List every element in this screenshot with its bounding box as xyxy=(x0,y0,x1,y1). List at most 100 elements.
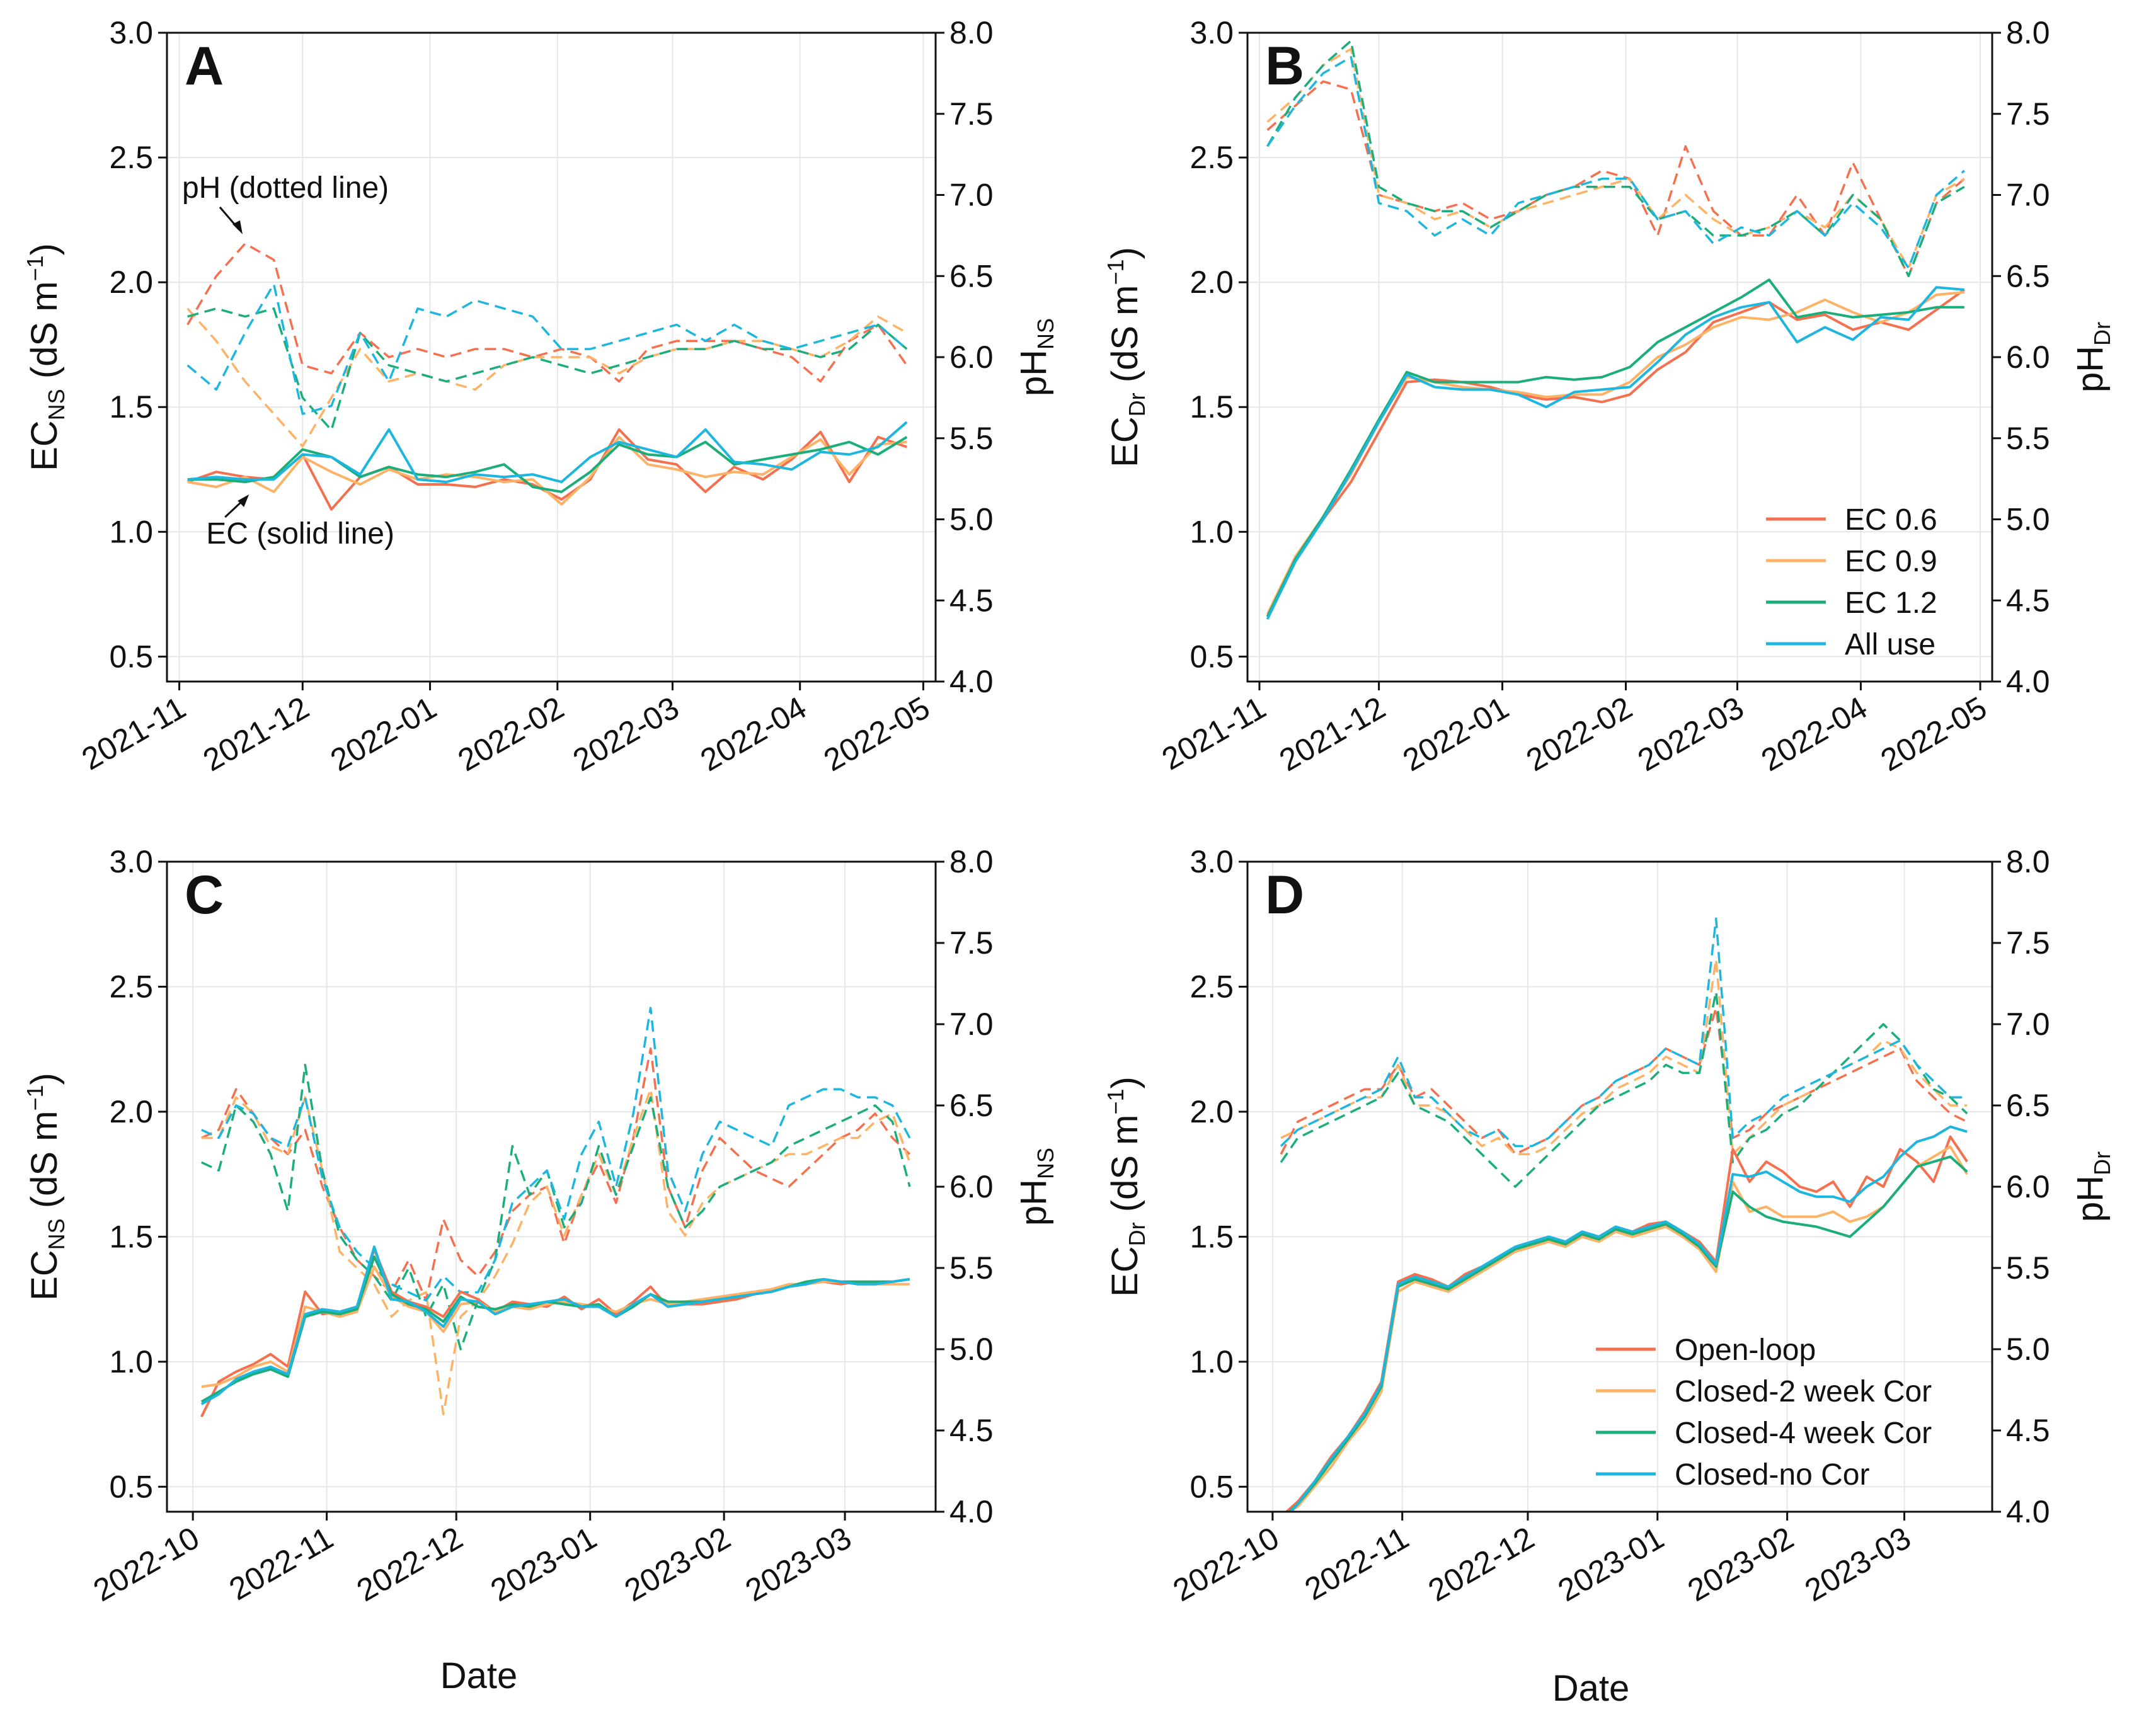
y2-tick-label: 4.0 xyxy=(949,664,994,699)
y-tick-label: 2.0 xyxy=(109,1094,153,1129)
y-axis-title-main: EC xyxy=(24,420,65,471)
y-axis-title-main: EC xyxy=(1104,416,1145,467)
y-axis-title-main: EC xyxy=(1104,1246,1145,1297)
y2-tick-label: 8.0 xyxy=(949,15,994,50)
y-tick-label: 3.0 xyxy=(1190,15,1234,50)
x-tick-label: 2022-03 xyxy=(1632,690,1750,778)
ph-line-all-use xyxy=(186,283,908,415)
x-tick-label: 2023-03 xyxy=(740,1520,857,1608)
ph-line-ec-0-6 xyxy=(186,243,908,383)
legend-label: EC 1.2 xyxy=(1845,586,1937,620)
x-tick-label: 2022-05 xyxy=(818,690,936,778)
ph-line-closed-2-week-cor xyxy=(201,1088,911,1415)
ec-line-closed-no-cor xyxy=(200,1245,910,1406)
ph-line-open-loop xyxy=(1280,1007,1968,1156)
y-tick-label: 2.0 xyxy=(1190,1094,1234,1129)
legend: EC 0.6 EC 0.9 EC 1.2 All use xyxy=(1766,503,1937,661)
panel-letter: D xyxy=(1265,865,1304,925)
y2-tick-label: 6.0 xyxy=(2006,1169,2050,1204)
y2-tick-label: 7.5 xyxy=(949,925,994,961)
y2-tick-label: 6.5 xyxy=(949,1088,994,1123)
x-tick-label: 2022-12 xyxy=(351,1520,469,1608)
ec-line-closed-4-week-cor xyxy=(200,1255,910,1403)
x-tick-label: 2023-03 xyxy=(1799,1520,1917,1608)
y2-tick-label: 4.5 xyxy=(2006,1413,2050,1448)
y-tick-label: 1.0 xyxy=(1190,1344,1234,1379)
y-axis-title: ECDr (dS m−1) xyxy=(1103,1076,1150,1297)
x-tick-label: 2023-02 xyxy=(1682,1520,1799,1608)
y2-tick-label: 7.0 xyxy=(2006,178,2050,213)
y-axis-title-superscript: −1 xyxy=(22,1085,48,1110)
ph-line-all-use xyxy=(1266,55,1965,270)
x-tick-label: 2022-05 xyxy=(1875,690,1993,778)
y2-axis-title-subscript: NS xyxy=(1033,1148,1058,1179)
y2-tick-label: 5.0 xyxy=(949,502,994,537)
legend-label: EC 0.9 xyxy=(1845,545,1937,578)
ec-line-ec-1-2 xyxy=(1266,278,1964,617)
series-lines xyxy=(1266,40,1965,620)
x-tick-label: 2022-11 xyxy=(1299,1520,1414,1607)
y2-tick-label: 4.0 xyxy=(949,1494,994,1529)
y2-tick-label: 8.0 xyxy=(2006,15,2050,50)
ec-line-ec-1-2 xyxy=(187,436,908,493)
y2-axis-title-main: pH xyxy=(1013,350,1054,396)
y-tick-label: 2.0 xyxy=(1190,265,1234,300)
x-axis-title-right: Date xyxy=(1552,1668,1630,1709)
y-axis-title-superscript: −1 xyxy=(1103,259,1128,285)
y-tick-label: 0.5 xyxy=(1190,639,1234,674)
ph-line-ec-1-2 xyxy=(1266,40,1965,278)
legend-label: Closed-no Cor xyxy=(1675,1458,1869,1492)
y-tick-label: 2.5 xyxy=(1190,140,1234,175)
y2-tick-label: 7.0 xyxy=(949,178,994,213)
y2-tick-label: 7.0 xyxy=(2006,1007,2050,1042)
y-tick-label: 2.5 xyxy=(109,969,153,1004)
y2-axis-title: pHDr xyxy=(2070,322,2115,392)
legend: Open-loop Closed-2 week Cor Closed-4 week … xyxy=(1596,1333,1932,1492)
series-lines xyxy=(1280,917,1968,1512)
y2-tick-label: 8.0 xyxy=(949,844,994,879)
legend-label: EC 0.6 xyxy=(1845,503,1937,537)
y2-tick-label: 6.0 xyxy=(949,1169,994,1204)
y-tick-label: 1.0 xyxy=(109,514,153,549)
y-axis-title-unit-close: ) xyxy=(1104,1076,1145,1088)
y2-tick-label: 6.5 xyxy=(2006,258,2050,294)
y2-tick-label: 6.5 xyxy=(2006,1088,2050,1123)
x-axis-title-left: Date xyxy=(440,1655,518,1696)
y2-tick-label: 8.0 xyxy=(2006,844,2050,879)
y2-tick-label: 4.0 xyxy=(2006,1494,2050,1529)
y-tick-label: 3.0 xyxy=(1190,844,1234,879)
x-tick-label: 2022-04 xyxy=(694,690,812,778)
y-tick-label: 1.5 xyxy=(109,1219,153,1254)
ph-line-open-loop xyxy=(201,1047,911,1302)
y-axis-title-unit: (dS m xyxy=(24,1110,65,1218)
legend-label: All use xyxy=(1845,628,1935,661)
y2-tick-label: 5.5 xyxy=(949,421,994,456)
y-axis-title-superscript: −1 xyxy=(22,255,48,281)
x-tick-label: 2023-01 xyxy=(1552,1520,1670,1608)
x-tick-label: 2021-12 xyxy=(197,690,315,778)
y2-axis-title-subscript: Dr xyxy=(2089,322,2115,346)
y-tick-label: 2.5 xyxy=(1190,969,1234,1004)
x-tick-label: 2022-10 xyxy=(1167,1520,1285,1608)
y2-tick-label: 5.5 xyxy=(2006,421,2050,456)
y2-axis-title-subscript: Dr xyxy=(2089,1151,2115,1175)
x-tick-label: 2022-12 xyxy=(1422,1520,1540,1608)
ph-annotation-arrowhead xyxy=(232,220,243,234)
plot-frame xyxy=(1246,31,1993,683)
series-lines xyxy=(186,243,908,511)
ph-line-ec-1-2 xyxy=(187,307,908,431)
y2-tick-label: 5.0 xyxy=(2006,502,2050,537)
ph-line-closed-no-cor xyxy=(1280,917,1968,1148)
y2-tick-label: 4.0 xyxy=(2006,664,2050,699)
panel-d: 2022-10 2022-11 2022-12 2023-01 2023-02 2023-… xyxy=(1103,844,2115,1608)
y-tick-label: 1.0 xyxy=(109,1344,153,1379)
y-axis-title-unit-close: ) xyxy=(24,243,65,255)
y2-tick-label: 4.5 xyxy=(2006,583,2050,618)
y2-tick-label: 5.0 xyxy=(2006,1332,2050,1367)
y2-tick-label: 4.5 xyxy=(949,1413,994,1448)
x-tick-label: 2023-01 xyxy=(485,1520,602,1608)
ec-line-all-use xyxy=(1266,286,1964,620)
legend-label: Open-loop xyxy=(1675,1333,1816,1367)
y-tick-label: 3.0 xyxy=(109,844,153,879)
